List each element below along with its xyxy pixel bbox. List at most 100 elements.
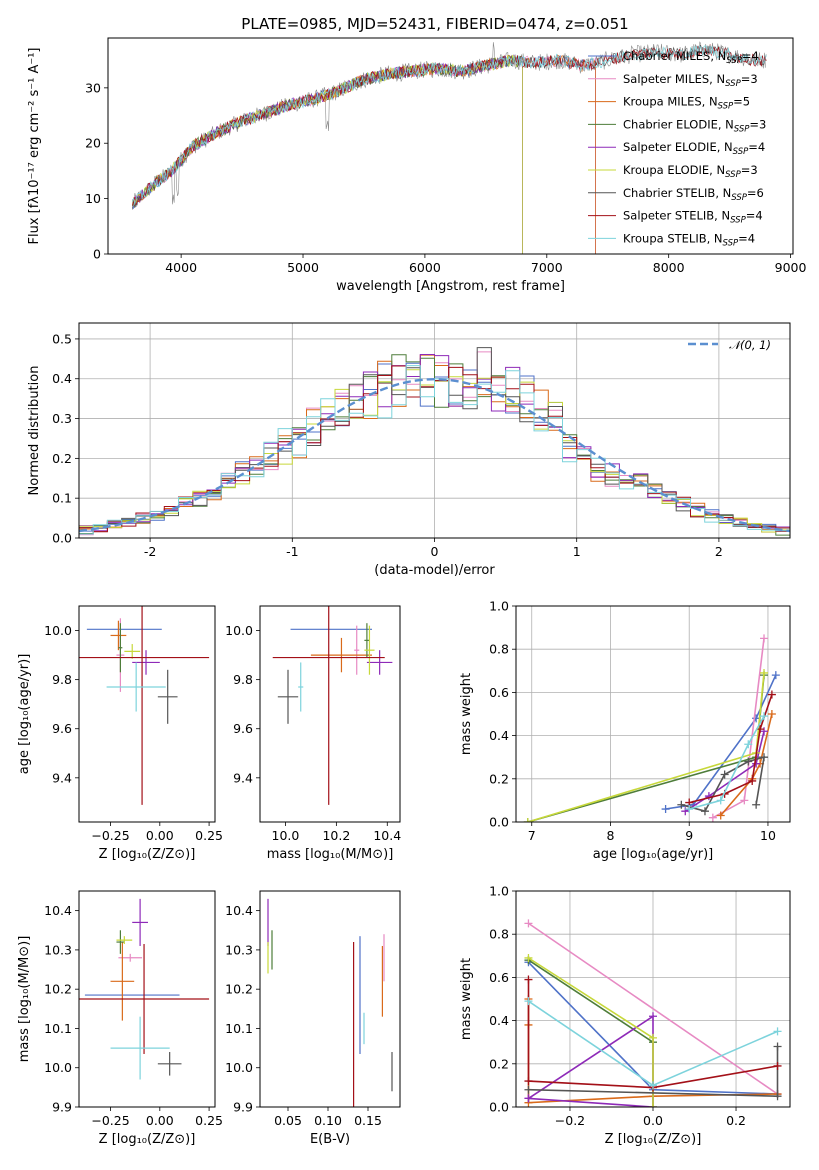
weight-marker [708,813,717,822]
errorbar-point-8 [79,606,210,805]
x-axis-label: wavelength [Angstrom, rest frame] [336,279,565,294]
weight-marker [740,796,749,805]
y-tick-label: 0.0 [52,531,72,546]
axes-frame [259,890,401,1108]
y-tick-label: 0.3 [52,411,72,426]
age-vs-metallicity-panel: −0.25 0.00 0.25 9.4 9.6 9.8 10.0 Z [log₁₀(Z/Z⊙)… [17,605,223,862]
errorbar-point-8 [272,606,385,805]
y-tick-label: 20 [85,136,101,151]
errorbar-point-3 [110,942,135,1021]
weight-marker [524,997,533,1006]
x-tick-label: -2 [144,544,156,559]
weight-series-8 [527,979,778,1089]
weight-marker [752,759,761,768]
y-axis-label: Flux [fλ10⁻¹⁷ erg cm⁻² s⁻¹ A⁻¹] [27,48,42,245]
x-tick-label: 4000 [165,260,197,275]
y-axis-label: mass weight [459,673,474,755]
y-tick-label: 0.6 [489,685,509,700]
weight-marker [649,1033,657,1042]
y-tick-label: 9.9 [233,1100,253,1115]
mass-vs-extinction-panel: 0.05 0.10 0.15 9.9 10.0 10.1 10.2 10.3 10.4 E(B-V… [225,890,401,1147]
legend-entry: Kroupa STELIB, NSSP=4 [623,231,755,248]
weight-marker [716,811,725,820]
y-tick-label: 9.8 [233,672,253,687]
weight-marker [700,807,709,816]
errorbar-point-6 [116,936,133,945]
errorbar-point-5 [366,650,393,675]
x-tick-label: 0.05 [274,1113,302,1128]
weight-marker [773,1061,782,1070]
y-tick-label: 10.0 [225,1060,253,1075]
x-axis-label: E(B-V) [310,1132,350,1147]
legend-entry: Kroupa MILES, NSSP=5 [623,95,750,112]
y-tick-label: 10.4 [44,903,72,918]
weight-marker [716,796,725,805]
mass-vs-metallicity-panel: −0.25 0.00 0.25 9.9 10.0 10.1 10.2 10.3 10.4 Z [l… [17,890,223,1147]
y-tick-label: 0.8 [489,642,509,657]
x-tick-label: 8000 [653,260,685,275]
weight-marker [524,953,533,962]
y-tick-label: 9.6 [233,721,253,736]
x-tick-label: 0.00 [146,1113,174,1128]
plot-area [79,898,210,1080]
x-axis-label: mass [log₁₀(M/M⊙)] [267,847,394,862]
weight-marker [773,1092,782,1101]
y-tick-label: 10.0 [44,623,72,638]
x-tick-label: 0 [431,544,439,559]
plot-area [267,898,393,1107]
axes-frame [78,605,216,823]
legend-entry: Chabrier STELIB, NSSP=6 [623,186,764,203]
y-tick-label: 0.5 [52,331,72,346]
plot-area [272,606,393,805]
weight-marker [773,1027,782,1036]
weight-marker [767,710,776,718]
x-tick-label: −0.25 [91,828,129,843]
y-tick-label: 10.2 [225,982,253,997]
x-tick-label: 7 [528,828,536,843]
weight-series-6 [527,672,765,822]
weight-marker [523,818,532,822]
plot-area [132,41,767,254]
errorbar-point-3 [310,637,372,673]
axes-frame [259,605,401,823]
weight-marker [748,776,757,785]
y-axis-label: mass weight [459,958,474,1040]
errorbar-point-5 [132,898,148,946]
y-tick-label: 0.8 [489,927,509,942]
spectrum-model-line-4 [132,54,523,254]
y-tick-label: 10.3 [44,942,72,957]
y-axis-label: age [log₁₀(age/yr)] [17,654,32,775]
errorbar-point-6 [124,644,141,659]
y-tick-label: 0.0 [489,1100,509,1115]
weight-marker [524,1085,533,1094]
x-tick-label: 6000 [409,260,441,275]
y-tick-label: 9.4 [52,770,72,785]
weight-series-3 [720,713,773,817]
weight-series-2 [528,922,778,1095]
axes-frame [107,37,794,255]
y-tick-label: 0.6 [489,970,509,985]
y-tick-label: 30 [85,80,101,95]
weight-marker [744,740,753,749]
plot-area [79,347,790,536]
errorbar-point-7 [157,669,178,724]
weight-vs-age-panel: 7 8 9 10 0.0 0.2 0.4 0.6 0.8 1.0 age [log₁₀(age/yr… [459,599,791,862]
errorbar-point-9 [110,1016,170,1080]
x-tick-label: 10.0 [272,828,300,843]
weight-vs-metallicity-panel: −0.2 0.0 0.2 0.0 0.2 0.4 0.6 0.8 1.0 Z [log₁₀(Z/Z… [459,884,791,1147]
y-tick-label: 10.0 [44,1060,72,1075]
legend-entry: Salpeter MILES, NSSP=3 [623,72,758,89]
spectrum-model-line-6 [132,54,523,254]
normal-reference-curve [79,377,790,533]
weight-marker [649,1103,657,1107]
spectrum-model-line-5 [132,55,523,254]
legend-entry: Kroupa ELODIE, NSSP=3 [623,163,758,180]
y-tick-label: 0 [93,247,101,262]
legend-entry: Salpeter ELODIE, NSSP=4 [623,140,765,157]
y-tick-label: 10.1 [44,1021,72,1036]
x-tick-label: 0.15 [354,1113,382,1128]
errorbar-point-8 [79,944,210,1054]
weight-marker [760,712,769,721]
x-tick-label: 5000 [287,260,319,275]
